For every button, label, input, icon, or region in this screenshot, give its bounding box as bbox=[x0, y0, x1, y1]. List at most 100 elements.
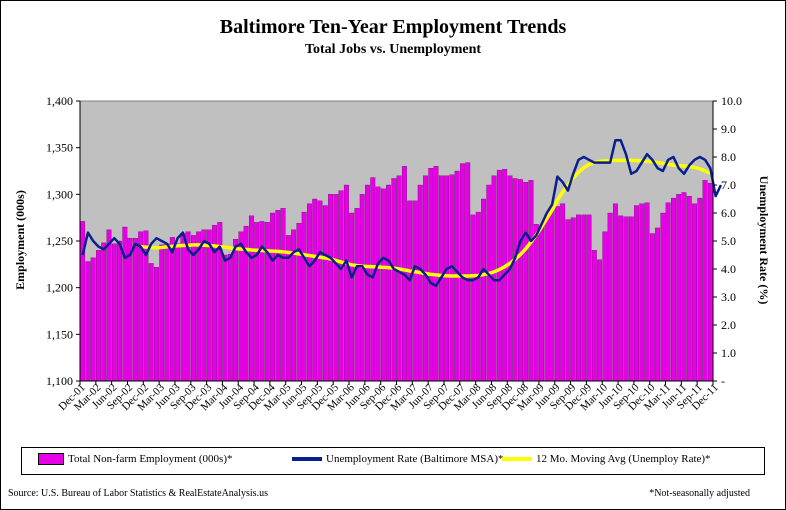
y2-tick-label: 10.0 bbox=[721, 94, 742, 108]
employment-bar bbox=[518, 179, 523, 382]
employment-bar bbox=[164, 243, 170, 382]
employment-bar bbox=[349, 212, 355, 382]
source-note: Source: U.S. Bureau of Labor Statistics … bbox=[8, 488, 268, 499]
y-tick-label: 1,300 bbox=[46, 187, 73, 201]
employment-bar bbox=[301, 211, 307, 382]
employment-bar bbox=[417, 184, 423, 382]
employment-bar bbox=[359, 194, 365, 382]
employment-bar bbox=[106, 229, 112, 382]
employment-bar bbox=[602, 231, 608, 382]
employment-bar bbox=[96, 250, 101, 382]
employment-bar bbox=[343, 184, 349, 382]
employment-bar bbox=[396, 175, 402, 382]
employment-bar bbox=[365, 184, 370, 382]
employment-bar bbox=[333, 194, 339, 382]
y2-tick-label: 5.0 bbox=[721, 234, 736, 248]
employment-bar bbox=[117, 240, 123, 382]
employment-bar bbox=[312, 198, 318, 382]
y2-tick-label: 4.0 bbox=[721, 262, 736, 276]
employment-bar bbox=[322, 205, 328, 382]
employment-bar bbox=[412, 200, 418, 382]
employment-bar bbox=[671, 197, 676, 382]
employment-bar bbox=[296, 223, 302, 382]
employment-bar bbox=[560, 203, 566, 382]
y2-axis-label: Unemployment Rate (%) bbox=[757, 176, 771, 305]
legend-label-unemployment: Unemployment Rate (Baltimore MSA)* bbox=[326, 453, 504, 465]
y2-tick-label: 2.0 bbox=[721, 318, 736, 332]
employment-bar bbox=[248, 215, 254, 382]
employment-bar bbox=[101, 242, 107, 382]
employment-bar bbox=[639, 203, 645, 382]
employment-bar bbox=[206, 229, 212, 382]
employment-bar bbox=[201, 229, 207, 382]
employment-bar bbox=[528, 180, 534, 382]
employment-bar bbox=[665, 202, 671, 382]
employment-bar bbox=[692, 203, 697, 382]
y2-tick-label: 9.0 bbox=[721, 122, 736, 136]
employment-bar bbox=[391, 178, 397, 382]
employment-bar bbox=[148, 263, 154, 382]
employment-bar bbox=[523, 182, 529, 382]
employment-bar bbox=[570, 217, 576, 382]
y-axis-label: Employment (000s) bbox=[13, 190, 27, 290]
chart-title: Baltimore Ten-Year Employment Trends bbox=[219, 16, 567, 38]
adjustment-note: *Not-seasonally adjusted bbox=[649, 488, 750, 499]
employment-bar bbox=[465, 162, 471, 382]
employment-bar bbox=[634, 205, 639, 382]
legend-item-unemployment: Unemployment Rate (Baltimore MSA)* bbox=[292, 453, 504, 465]
legend-swatch-unemployment bbox=[292, 457, 322, 461]
y2-tick-label: 1.0 bbox=[721, 346, 736, 360]
employment-bar bbox=[586, 214, 592, 382]
employment-bar bbox=[169, 237, 175, 382]
employment-bar bbox=[370, 177, 376, 382]
employment-bar bbox=[512, 178, 518, 382]
employment-bar bbox=[507, 175, 513, 382]
employment-bar bbox=[307, 203, 312, 382]
employment-bar bbox=[628, 216, 634, 382]
employment-bar bbox=[444, 175, 450, 382]
employment-bar bbox=[275, 210, 281, 382]
y-tick-label: 1,200 bbox=[46, 281, 73, 295]
employment-bar bbox=[222, 254, 228, 382]
y2-tick-label: 7.0 bbox=[721, 178, 736, 192]
employment-bar bbox=[111, 243, 117, 382]
employment-bar bbox=[132, 238, 138, 382]
employment-bar bbox=[449, 174, 455, 382]
legend-swatch-moving-avg bbox=[502, 457, 532, 461]
employment-bar bbox=[175, 243, 181, 382]
legend-label-employment: Total Non-farm Employment (000s)* bbox=[68, 453, 233, 465]
y2-tick-label: - bbox=[721, 374, 725, 388]
employment-bar bbox=[407, 200, 413, 382]
employment-bar bbox=[597, 259, 603, 382]
y-tick-label: 1,150 bbox=[46, 327, 73, 341]
employment-bar bbox=[607, 212, 613, 382]
employment-bar bbox=[259, 221, 265, 382]
employment-bar bbox=[649, 233, 655, 382]
chart-subtitle: Total Jobs vs. Unemployment bbox=[304, 42, 482, 57]
employment-bar bbox=[127, 238, 133, 382]
employment-bar bbox=[554, 206, 560, 382]
employment-bar bbox=[686, 196, 692, 382]
employment-bar bbox=[459, 163, 465, 382]
employment-bar bbox=[549, 210, 555, 382]
employment-bar bbox=[328, 194, 334, 382]
employment-bar bbox=[475, 211, 481, 382]
employment-bar bbox=[539, 225, 545, 382]
employment-bar bbox=[644, 202, 650, 382]
employment-bar bbox=[238, 231, 244, 382]
employment-bar bbox=[660, 212, 666, 382]
y2-tick-label: 3.0 bbox=[721, 290, 736, 304]
employment-bar bbox=[264, 222, 270, 382]
employment-bar bbox=[697, 197, 703, 382]
employment-bar bbox=[486, 184, 492, 382]
employment-bar bbox=[190, 235, 196, 382]
employment-bar bbox=[270, 212, 275, 382]
employment-bar bbox=[676, 194, 682, 382]
y2-tick-label: 8.0 bbox=[721, 150, 736, 164]
employment-bar bbox=[707, 182, 713, 382]
employment-bar bbox=[90, 257, 96, 382]
employment-bar bbox=[681, 192, 687, 382]
employment-bar bbox=[85, 261, 91, 382]
employment-bar bbox=[196, 231, 202, 382]
employment-bar bbox=[317, 200, 323, 382]
